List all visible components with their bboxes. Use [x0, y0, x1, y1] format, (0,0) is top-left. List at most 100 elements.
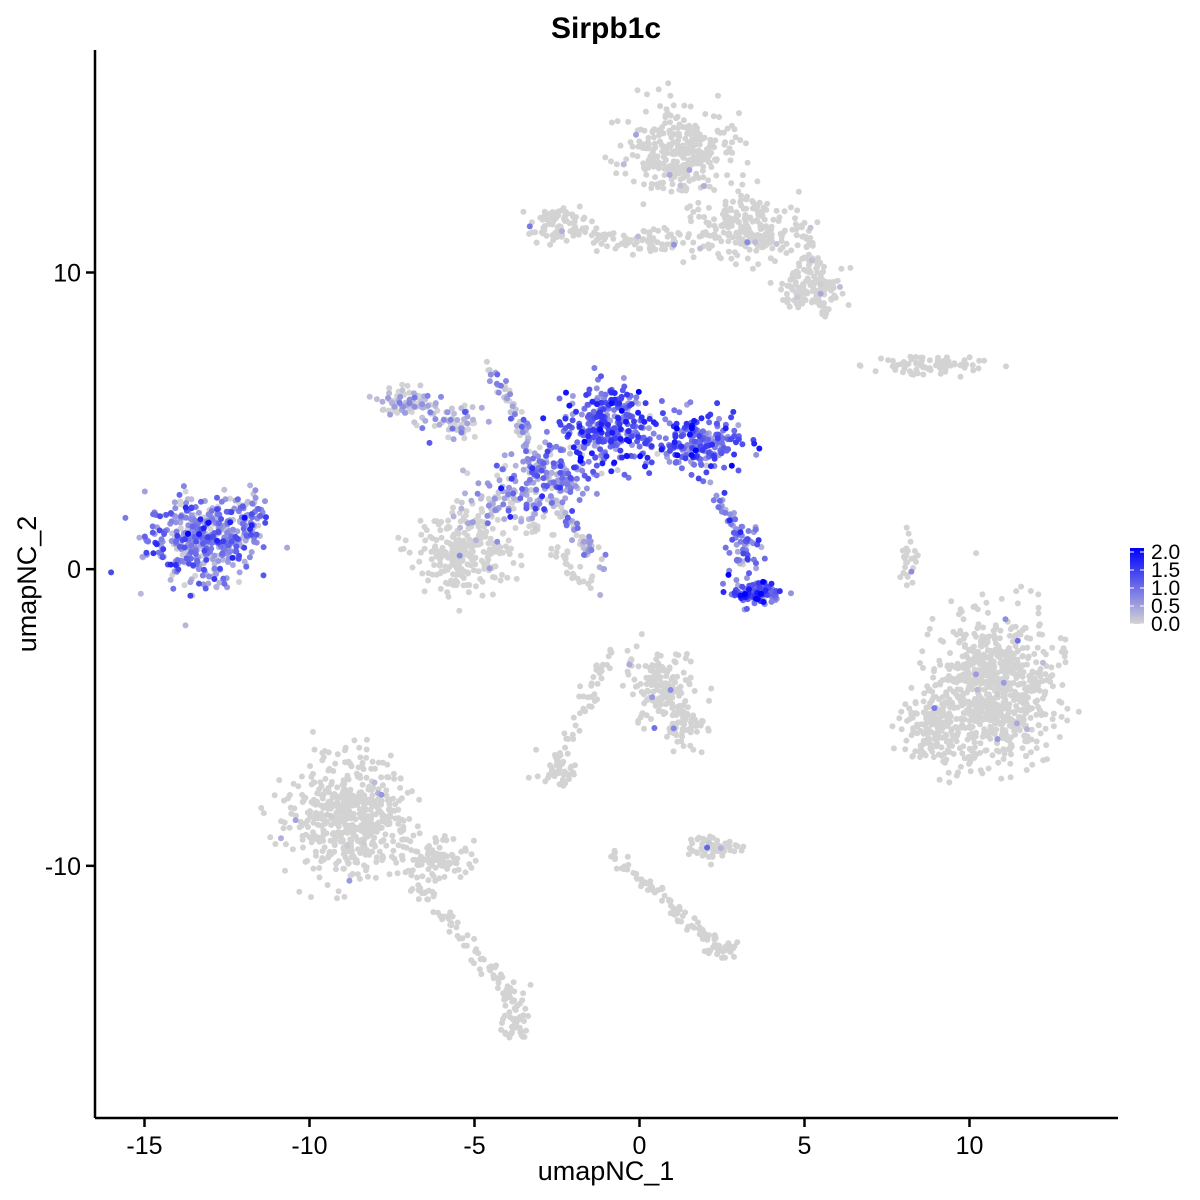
scatter-point	[769, 245, 776, 252]
scatter-point	[386, 390, 393, 397]
scatter-point	[1024, 644, 1031, 651]
scatter-point	[779, 280, 786, 287]
scatter-point	[691, 438, 698, 445]
scatter-point	[740, 843, 747, 850]
scatter-point	[320, 837, 327, 844]
scatter-point	[1027, 677, 1033, 684]
scatter-point	[655, 708, 662, 715]
scatter-point	[320, 833, 326, 840]
scatter-point	[700, 183, 707, 189]
scatter-point	[971, 750, 978, 757]
scatter-point	[766, 235, 773, 241]
scatter-point	[543, 483, 550, 490]
scatter-point	[997, 708, 1003, 715]
scatter-point	[674, 917, 681, 924]
scatter-point	[676, 409, 683, 416]
scatter-point	[312, 809, 319, 816]
scatter-point	[708, 853, 715, 860]
scatter-point	[308, 839, 315, 846]
scatter-point	[510, 490, 517, 497]
scatter-point	[935, 751, 942, 758]
scatter-point	[662, 435, 669, 442]
scatter-point	[425, 577, 432, 584]
scatter-point	[316, 786, 323, 793]
scatter-point	[605, 653, 612, 660]
scatter-point	[372, 874, 379, 881]
scatter-point	[996, 651, 1003, 658]
scatter-point	[907, 538, 914, 545]
scatter-point	[611, 849, 618, 856]
scatter-point	[200, 540, 206, 547]
scatter-point	[465, 520, 472, 527]
scatter-point	[715, 948, 722, 955]
scatter-point	[369, 800, 376, 807]
scatter-point	[656, 434, 663, 441]
scatter-point	[518, 518, 525, 525]
scatter-point	[576, 727, 583, 734]
scatter-point	[432, 400, 439, 407]
scatter-point	[704, 844, 711, 851]
scatter-point	[759, 208, 765, 215]
scatter-point	[555, 208, 562, 215]
scatter-point	[108, 569, 115, 576]
scatter-point	[219, 556, 226, 563]
scatter-point	[443, 837, 450, 844]
scatter-point	[778, 238, 785, 244]
scatter-point	[745, 528, 752, 534]
scatter-point	[711, 452, 717, 459]
scatter-point	[446, 540, 453, 547]
scatter-point	[588, 703, 595, 710]
scatter-point	[1024, 661, 1030, 668]
scatter-point	[990, 671, 997, 677]
scatter-point	[469, 404, 476, 411]
scatter-point	[497, 577, 504, 584]
scatter-point	[934, 709, 941, 716]
scatter-point	[911, 548, 918, 554]
scatter-point	[476, 966, 483, 973]
scatter-point	[1050, 723, 1057, 730]
scatter-point	[494, 985, 501, 992]
scatter-point	[325, 854, 332, 861]
scatter-point	[334, 751, 341, 758]
scatter-point	[728, 180, 735, 187]
scatter-point	[929, 615, 936, 622]
scatter-point	[563, 561, 570, 568]
scatter-point	[666, 897, 673, 904]
scatter-point	[792, 281, 799, 288]
scatter-point	[721, 207, 728, 214]
scatter-point	[672, 679, 678, 686]
scatter-point	[721, 464, 728, 471]
scatter-point	[520, 458, 527, 465]
scatter-point	[966, 753, 973, 760]
scatter-point	[932, 682, 939, 688]
scatter-point	[722, 509, 729, 516]
scatter-point	[495, 979, 502, 986]
scatter-point	[658, 398, 665, 404]
scatter-point	[193, 538, 200, 545]
scatter-point	[984, 635, 990, 642]
scatter-point	[538, 229, 545, 236]
scatter-point	[661, 892, 668, 899]
scatter-point	[571, 218, 578, 225]
scatter-point	[382, 831, 389, 838]
scatter-point	[436, 421, 443, 428]
scatter-point	[518, 408, 525, 415]
scatter-point	[363, 754, 370, 761]
scatter-point	[657, 103, 664, 110]
scatter-point	[964, 736, 971, 743]
scatter-point	[383, 787, 390, 794]
scatter-point	[561, 768, 568, 775]
scatter-point	[896, 715, 903, 722]
scatter-point	[1001, 705, 1008, 712]
scatter-point	[664, 699, 671, 706]
scatter-point	[602, 551, 609, 558]
scatter-point	[468, 545, 475, 552]
scatter-point	[898, 726, 905, 733]
scatter-point	[706, 183, 713, 190]
scatter-point	[661, 172, 668, 179]
scatter-point	[519, 997, 526, 1004]
scatter-point	[920, 709, 927, 716]
scatter-point	[732, 842, 739, 849]
scatter-point	[643, 880, 650, 887]
scatter-point	[483, 358, 490, 365]
